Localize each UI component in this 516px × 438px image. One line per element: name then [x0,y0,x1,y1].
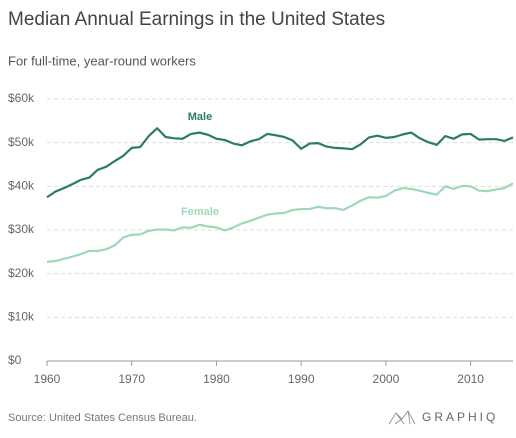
brand-logo [388,410,416,425]
chart-subtitle: For full-time, year-round workers [8,53,196,68]
series-line [46,182,514,263]
x-tick-label: 1990 [288,372,315,386]
x-tick-label: 1970 [118,372,145,386]
series-line [46,127,514,199]
chart-title: Median Annual Earnings in the United Sta… [8,9,385,30]
y-tick-label: $10k [8,310,35,324]
brand: GRAPHIQ [422,410,498,424]
x-tick-label: 2000 [373,372,400,386]
y-tick-label: $0 [8,353,22,367]
series-label: Female [181,206,219,218]
y-tick-label: $20k [8,266,35,280]
y-tick-label: $50k [8,135,35,149]
y-tick-label: $30k [8,222,35,236]
x-tick-label: 1960 [34,372,61,386]
source: Source: United States Census Bureau. [8,412,197,424]
y-tick-label: $40k [8,179,35,193]
series-label: Male [188,111,212,123]
x-tick-label: 1980 [203,372,230,386]
x-tick-label: 2010 [457,372,484,386]
y-tick-label: $60k [8,91,35,105]
